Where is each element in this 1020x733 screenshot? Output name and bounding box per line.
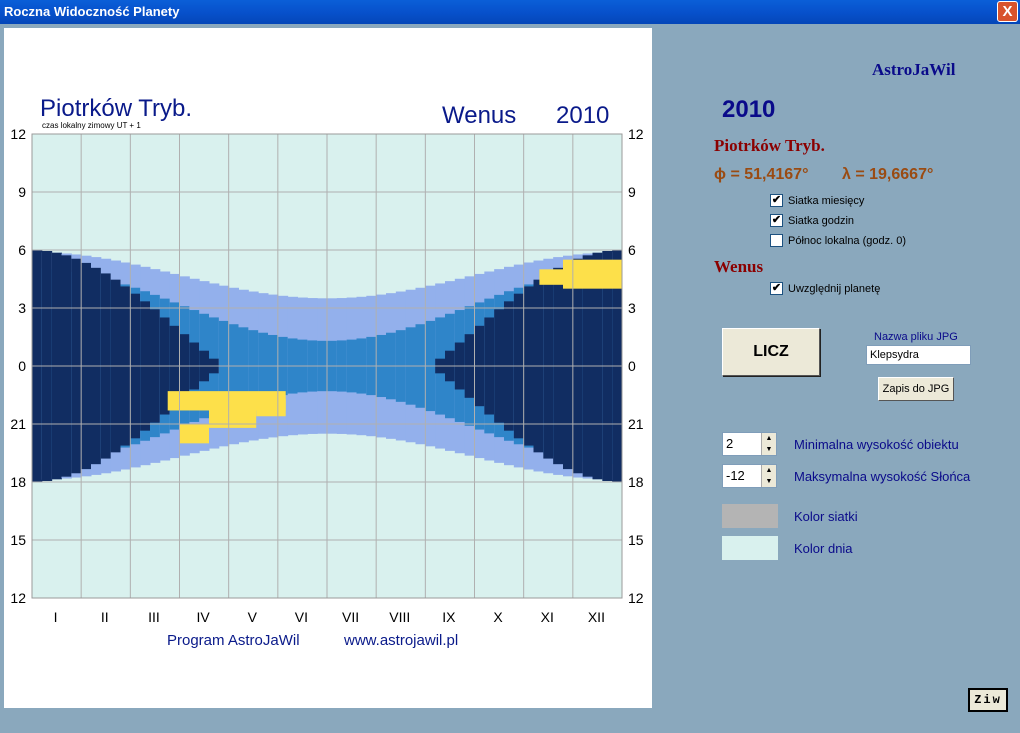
hour-tick-label: 21 bbox=[10, 416, 26, 432]
hour-tick-label: 0 bbox=[18, 358, 26, 374]
min-height-label: Minimalna wysokość obiektu bbox=[794, 437, 959, 452]
checkbox-local-midnight[interactable]: Północ lokalna (godz. 0) bbox=[770, 234, 906, 247]
checkbox-hour-grid[interactable]: ✔ Siatka godzin bbox=[770, 214, 854, 227]
hour-tick-label: 12 bbox=[10, 590, 26, 606]
planet-visibility-band bbox=[539, 269, 563, 285]
hour-grid-label: Siatka godzin bbox=[788, 214, 855, 227]
visibility-chart-panel: Piotrków Tryb. czas lokalny zimowy UT + … bbox=[4, 28, 652, 708]
planet-visibility-band bbox=[563, 259, 622, 289]
grid-color-swatch[interactable] bbox=[722, 504, 778, 528]
local-midnight-checkbox[interactable] bbox=[770, 234, 783, 247]
planet-visibility-band bbox=[209, 404, 257, 428]
hour-tick-label: 9 bbox=[628, 184, 636, 200]
month-tick-label: III bbox=[148, 609, 160, 625]
day-color-swatch[interactable] bbox=[722, 536, 778, 560]
jpg-filename-label: Nazwa pliku JPG bbox=[874, 331, 958, 343]
chart-location-title: Piotrków Tryb. bbox=[40, 95, 192, 122]
chart-year: 2010 bbox=[556, 102, 609, 129]
close-icon: X bbox=[1002, 3, 1013, 20]
hour-tick-label: 15 bbox=[10, 532, 26, 548]
month-tick-label: I bbox=[54, 609, 58, 625]
day-color-label: Kolor dnia bbox=[794, 541, 853, 556]
hour-tick-label: 6 bbox=[628, 242, 636, 258]
latitude-label: ϕ = 51,4167° bbox=[714, 166, 809, 183]
save-jpg-button[interactable]: Zapis do JPG bbox=[878, 377, 954, 401]
month-tick-label: X bbox=[493, 609, 503, 625]
month-tick-label: XI bbox=[541, 609, 554, 625]
checkbox-month-grid[interactable]: ✔ Siatka miesięcy bbox=[770, 194, 864, 207]
hour-tick-label: 21 bbox=[628, 416, 644, 432]
chart-frame bbox=[31, 133, 623, 599]
planet-visibility-band bbox=[256, 398, 286, 417]
month-tick-label: VI bbox=[295, 609, 308, 625]
chart-time-note: czas lokalny zimowy UT + 1 bbox=[42, 121, 141, 130]
include-planet-checkbox[interactable]: ✔ bbox=[770, 282, 783, 295]
hour-tick-label: 12 bbox=[628, 590, 644, 606]
max-sun-height-label: Maksymalna wysokość Słońca bbox=[794, 469, 971, 484]
spin-up-icon[interactable]: ▲ bbox=[765, 467, 773, 474]
hour-axis-right: 12 9 6 3 0 21 18 15 12 bbox=[628, 126, 644, 606]
month-axis: I II III IV V VI VII VIII IX X XI XII bbox=[54, 609, 605, 625]
hour-tick-label: 12 bbox=[10, 126, 26, 142]
jpg-filename-input[interactable]: Klepsydra bbox=[866, 345, 971, 365]
close-button[interactable]: X bbox=[997, 1, 1018, 22]
hour-tick-label: 18 bbox=[628, 474, 644, 490]
hour-grid-checkbox[interactable]: ✔ bbox=[770, 214, 783, 227]
spin-down-icon[interactable]: ▼ bbox=[765, 446, 773, 453]
max-sun-height-spin-arrows[interactable]: ▲ ▼ bbox=[761, 465, 776, 487]
hour-tick-label: 15 bbox=[628, 532, 644, 548]
spin-down-icon[interactable]: ▼ bbox=[765, 478, 773, 485]
local-midnight-label: Północ lokalna (godz. 0) bbox=[788, 234, 907, 247]
brand-label: AstroJaWil bbox=[872, 60, 956, 79]
month-tick-label: II bbox=[101, 609, 109, 625]
min-height-stepper[interactable]: 2 ▲ ▼ bbox=[722, 432, 777, 456]
month-grid-label: Siatka miesięcy bbox=[788, 194, 865, 207]
hour-tick-label: 6 bbox=[18, 242, 26, 258]
include-planet-label: Uwzględnij planetę bbox=[788, 282, 881, 295]
hour-tick-label: 9 bbox=[18, 184, 26, 200]
visibility-chart: Piotrków Tryb. czas lokalny zimowy UT + … bbox=[10, 95, 644, 649]
title-bar: Roczna Widoczność Planety X bbox=[0, 0, 1020, 24]
month-tick-label: IV bbox=[196, 609, 210, 625]
month-tick-label: VII bbox=[342, 609, 359, 625]
chart-grid bbox=[32, 134, 622, 598]
month-tick-label: XII bbox=[588, 609, 605, 625]
month-tick-label: VIII bbox=[389, 609, 410, 625]
planet-label: Wenus bbox=[714, 257, 764, 276]
compute-button[interactable]: LICZ bbox=[722, 328, 820, 376]
window-title: Roczna Widoczność Planety bbox=[4, 4, 180, 19]
planet-visibility-band bbox=[179, 424, 209, 444]
longitude-label: λ = 19,6667° bbox=[842, 166, 934, 183]
max-sun-height-value: -12 bbox=[726, 468, 745, 483]
checkbox-include-planet[interactable]: ✔ Uwzględnij planetę bbox=[770, 282, 880, 295]
hour-tick-label: 3 bbox=[628, 300, 636, 316]
location-label: Piotrków Tryb. bbox=[714, 136, 825, 155]
min-height-value: 2 bbox=[726, 436, 734, 451]
month-grid-checkbox[interactable]: ✔ bbox=[770, 194, 783, 207]
spin-up-icon[interactable]: ▲ bbox=[765, 435, 773, 442]
hour-axis-left: 12 9 6 3 0 21 18 15 12 bbox=[10, 126, 26, 606]
hour-tick-label: 3 bbox=[18, 300, 26, 316]
month-tick-label: IX bbox=[442, 609, 456, 625]
settings-panel: AstroJaWil 2010 Piotrków Tryb. ϕ = 51,41… bbox=[652, 24, 1020, 733]
hour-tick-label: 18 bbox=[10, 474, 26, 490]
max-sun-height-stepper[interactable]: -12 ▲ ▼ bbox=[722, 464, 777, 488]
min-height-spin-arrows[interactable]: ▲ ▼ bbox=[761, 433, 776, 455]
footer-program: Program AstroJaWil bbox=[167, 632, 300, 649]
ziw-button[interactable]: Ziw bbox=[968, 688, 1008, 712]
footer-url: www.astrojawil.pl bbox=[343, 632, 458, 649]
grid-color-label: Kolor siatki bbox=[794, 509, 858, 524]
year-label: 2010 bbox=[722, 96, 776, 123]
month-tick-label: V bbox=[248, 609, 258, 625]
hour-tick-label: 12 bbox=[628, 126, 644, 142]
hour-tick-label: 0 bbox=[628, 358, 636, 374]
chart-planet-name: Wenus bbox=[442, 102, 516, 129]
